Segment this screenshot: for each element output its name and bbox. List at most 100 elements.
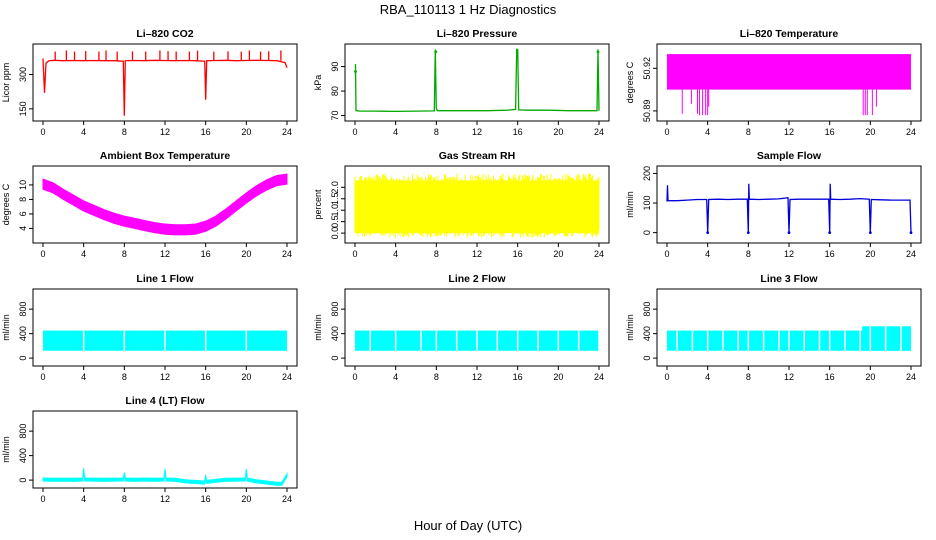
- plot-area: [354, 173, 600, 238]
- chart-panel: Li–820 CO2 Licor ppm 0 4 8 12 16 20 24 150 300: [0, 26, 300, 146]
- x-tick-label: 8: [434, 127, 439, 137]
- x-tick-label: 20: [865, 249, 875, 259]
- plot-frame: [32, 410, 298, 489]
- x-tick-label: 20: [865, 127, 875, 137]
- chart-title: Line 2 Flow: [448, 273, 506, 285]
- data-point: [706, 231, 710, 235]
- figure-xlabel: Hour of Day (UTC): [413, 518, 523, 533]
- x-tick-label: 8: [122, 372, 127, 382]
- x-tick-label: 16: [513, 249, 523, 259]
- y-tick-label: 10: [18, 180, 28, 190]
- x-tick-label: 0: [352, 127, 357, 137]
- x-tick-label: 16: [825, 372, 835, 382]
- data-point: [746, 231, 750, 235]
- y-tick-label: 0: [330, 356, 340, 361]
- x-tick-label: 0: [352, 249, 357, 259]
- x-tick-label: 0: [40, 249, 45, 259]
- chart-svg: Ambient Box Temperature degrees C 0 4 8 12 16 2…: [1, 150, 298, 259]
- x-tick-label: 20: [865, 372, 875, 382]
- y-tick-label: 400: [18, 326, 28, 341]
- chart-panel: Line 3 Flow ml/min 0 4 8 12 16 20 24 0 400 800: [624, 271, 924, 391]
- x-tick-label: 12: [472, 127, 482, 137]
- x-tick-label: 12: [160, 127, 170, 137]
- chart-panel: Ambient Box Temperature degrees C 0 4 8 12 16 2…: [0, 148, 300, 268]
- chart-title: Line 3 Flow: [760, 273, 818, 285]
- x-tick-label: 12: [160, 494, 170, 504]
- x-tick-label: 20: [553, 372, 563, 382]
- x-tick-label: 8: [746, 249, 751, 259]
- y-tick-label: 1.0: [330, 204, 340, 217]
- y-axis-label: percent: [313, 189, 323, 220]
- x-tick-label: 0: [40, 494, 45, 504]
- y-tick-label: 0.5: [330, 215, 340, 228]
- chart-panel: Li–820 Temperature degrees C 0 4 8 12 16 20 24 50…: [624, 26, 924, 146]
- y-tick-label: 400: [18, 448, 28, 463]
- plot-area: [667, 289, 911, 366]
- x-tick-label: 4: [705, 127, 710, 137]
- x-tick-label: 4: [705, 249, 710, 259]
- chart-title: Sample Flow: [757, 150, 822, 162]
- data-point: [596, 50, 600, 54]
- y-tick-label: 2.0: [330, 181, 340, 194]
- x-tick-label: 0: [664, 249, 669, 259]
- x-tick-label: 20: [241, 249, 251, 259]
- plot-area: [43, 289, 287, 366]
- x-tick-label: 0: [664, 372, 669, 382]
- data-point: [868, 231, 872, 235]
- x-tick-label: 8: [122, 127, 127, 137]
- chart-panel: Line 4 (LT) Flow ml/min 0 4 8 12 16 20 24 0 400 800: [0, 393, 300, 513]
- chart-title: Ambient Box Temperature: [100, 150, 231, 162]
- figure-title: RBA_110113 1 Hz Diagnostics: [379, 2, 557, 17]
- chart-title: Line 1 Flow: [136, 273, 194, 285]
- chart-svg: Li–820 Pressure kPa 0 4 8 12 16 20 24 70 80 90: [313, 28, 610, 137]
- plot-area: [42, 50, 288, 116]
- x-tick-label: 16: [201, 249, 211, 259]
- x-tick-label: 20: [553, 249, 563, 259]
- chart-panel: Gas Stream RH percent 0 4 8 12 16 20 24 0.0 0.5 1.0…: [312, 148, 612, 268]
- y-axis-label: Licor ppm: [1, 63, 11, 103]
- data-band: [667, 54, 911, 90]
- y-tick-label: 400: [642, 326, 652, 341]
- x-tick-label: 0: [664, 127, 669, 137]
- plot-area: [355, 289, 600, 366]
- x-tick-label: 16: [825, 249, 835, 259]
- x-tick-label: 12: [784, 127, 794, 137]
- data-series-line: [42, 58, 288, 116]
- x-tick-label: 16: [825, 127, 835, 137]
- x-tick-label: 24: [594, 372, 604, 382]
- y-tick-label: 6: [18, 211, 28, 216]
- x-tick-label: 4: [393, 127, 398, 137]
- y-tick-label: 0: [642, 356, 652, 361]
- y-axis-label: degrees C: [625, 61, 635, 103]
- chart-svg: Line 1 Flow ml/min 0 4 8 12 16 20 24 0 400 800: [1, 273, 298, 382]
- plot-area: [667, 54, 911, 116]
- x-tick-label: 24: [906, 249, 916, 259]
- x-tick-label: 8: [434, 249, 439, 259]
- y-axis-label: kPa: [313, 75, 323, 91]
- plot-area: [42, 173, 288, 236]
- chart-panel: Sample Flow ml/min 0 4 8 12 16 20 24 0 100 200: [624, 148, 924, 268]
- chart-svg: Line 3 Flow ml/min 0 4 8 12 16 20 24 0 400 800: [625, 273, 922, 382]
- y-tick-label: 50.92: [642, 57, 652, 80]
- x-tick-label: 24: [282, 372, 292, 382]
- y-axis-label: ml/min: [625, 314, 635, 341]
- x-tick-label: 0: [352, 372, 357, 382]
- x-tick-label: 0: [40, 127, 45, 137]
- y-tick-label: 150: [18, 101, 28, 116]
- x-tick-label: 8: [122, 494, 127, 504]
- data-band: [42, 468, 288, 486]
- x-tick-label: 8: [434, 372, 439, 382]
- y-tick-label: 0: [642, 230, 652, 235]
- plot-frame: [32, 43, 298, 122]
- x-tick-label: 8: [746, 127, 751, 137]
- x-tick-label: 20: [553, 127, 563, 137]
- x-tick-label: 24: [906, 372, 916, 382]
- y-axis-label: ml/min: [625, 191, 635, 218]
- y-tick-label: 70: [330, 111, 340, 121]
- data-band: [862, 326, 911, 351]
- chart-svg: Li–820 CO2 Licor ppm 0 4 8 12 16 20 24 150 300: [1, 28, 298, 137]
- x-tick-label: 16: [201, 372, 211, 382]
- data-point: [354, 70, 357, 73]
- x-tick-label: 8: [746, 372, 751, 382]
- y-tick-label: 800: [18, 424, 28, 439]
